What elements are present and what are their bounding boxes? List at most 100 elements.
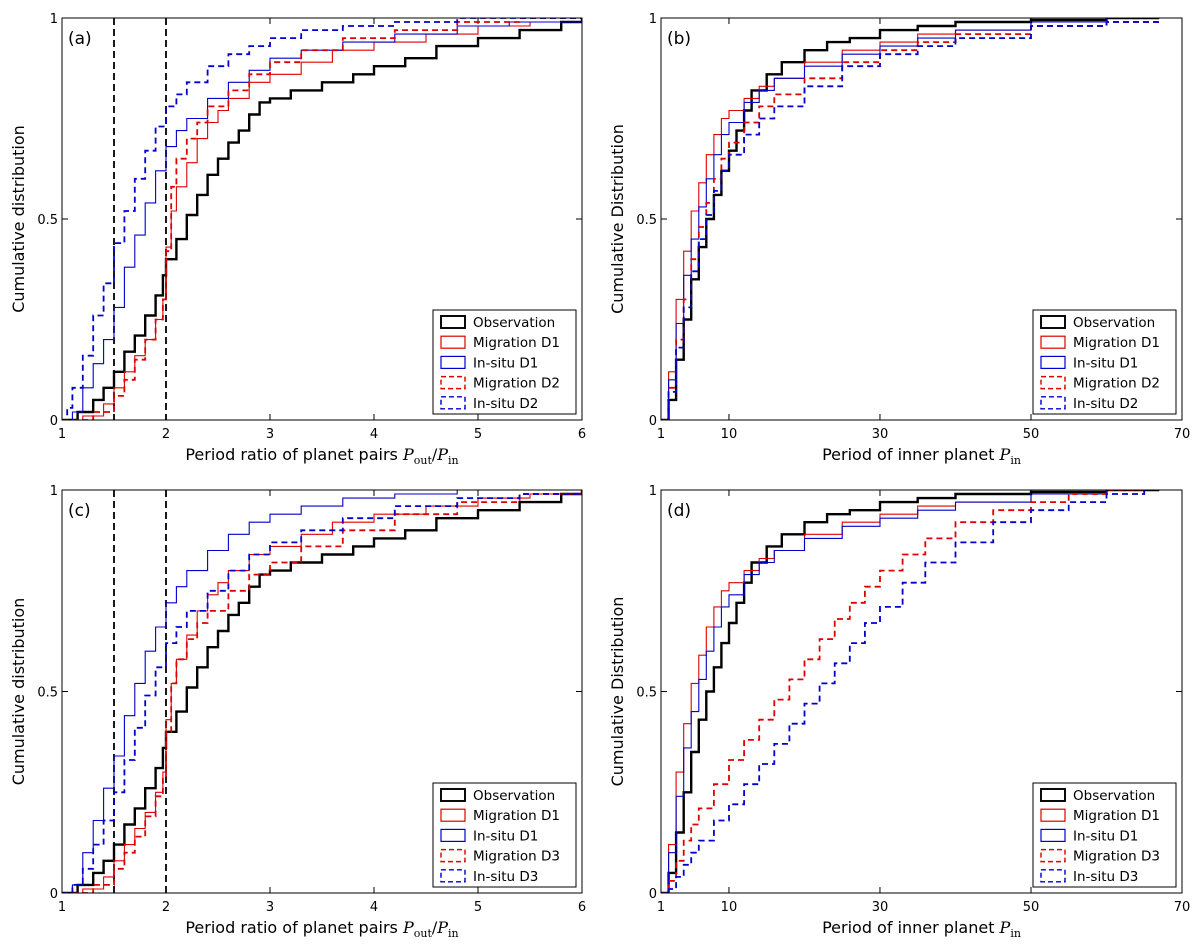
- x-tick-label: 30: [872, 900, 889, 915]
- legend-swatch: [440, 396, 466, 410]
- legend-swatch: [440, 869, 466, 883]
- legend-swatch: [440, 355, 466, 369]
- legend-label: Observation: [473, 315, 555, 331]
- y-tick-label: 1: [50, 12, 58, 27]
- x-tick-label: 1: [58, 427, 66, 442]
- legend-swatch: [1040, 869, 1066, 883]
- panel-label: (d): [667, 501, 691, 521]
- x-tick-label: 3: [266, 427, 274, 442]
- legend-swatch: [1040, 808, 1066, 822]
- legend-swatch: [1040, 335, 1066, 349]
- x-tick-label: 1: [58, 900, 66, 915]
- x-tick-label: 1: [657, 900, 665, 915]
- legend-label: Migration D1: [1073, 808, 1160, 824]
- x-tick-label: 30: [872, 427, 889, 442]
- series-line-4: [62, 18, 582, 420]
- legend-swatch: [1040, 355, 1066, 369]
- x-tick-label: 6: [578, 900, 586, 915]
- plot-frame: [61, 17, 583, 421]
- x-axis-label: Period ratio of planet pairs Pout/Pin: [185, 918, 458, 940]
- legend-label: In-situ D1: [473, 828, 538, 844]
- x-tick-label: 70: [1174, 900, 1191, 915]
- y-tick-label: 0.5: [636, 686, 657, 701]
- series-line-2: [661, 490, 1160, 893]
- legend-swatch: [440, 315, 466, 329]
- legend-swatch: [440, 808, 466, 822]
- panel-label: (a): [68, 29, 92, 49]
- y-axis-label: Cumulative distribution: [9, 125, 28, 313]
- legend-label: In-situ D2: [1073, 396, 1138, 412]
- y-tick-label: 0.5: [636, 213, 657, 228]
- legend-swatch: [440, 848, 466, 863]
- y-axis-label: Cumulative Distribution: [608, 597, 627, 787]
- legend-label: Migration D2: [473, 376, 560, 392]
- legend-label: Migration D2: [1073, 376, 1160, 392]
- series-line-2: [62, 18, 582, 420]
- chart-panel-1: 1 10 30 50 70 0 0.5 1 (b) Period of inner planet …: [608, 12, 1190, 467]
- legend-label: Migration D3: [473, 849, 560, 865]
- plot-frame: [660, 17, 1183, 421]
- y-tick-label: 1: [50, 484, 58, 499]
- legend: Observation Migration D1 In-situ D1 Migrati…: [1032, 782, 1177, 888]
- legend-swatch: [1040, 788, 1066, 802]
- x-tick-label: 4: [370, 900, 378, 915]
- series-line-1: [62, 18, 582, 420]
- y-tick-label: 1: [649, 484, 657, 499]
- legend: Observation Migration D1 In-situ D1 Migrati…: [432, 309, 577, 415]
- plot-frame: [61, 489, 583, 894]
- legend-swatch: [1040, 828, 1066, 843]
- series-line-0: [62, 18, 582, 420]
- legend-swatch: [1040, 315, 1066, 329]
- chart-panel-2: 1 2 3 4 5 6 0 0.5 1 (c) Period ratio of planet pai…: [9, 484, 586, 940]
- x-tick-label: 70: [1174, 427, 1191, 442]
- x-axis-label: Period ratio of planet pairs Pout/Pin: [185, 445, 458, 467]
- x-tick-label: 50: [1023, 427, 1040, 442]
- x-tick-label: 2: [162, 900, 170, 915]
- series-line-3: [661, 490, 1145, 893]
- x-tick-label: 4: [370, 427, 378, 442]
- y-tick-label: 0: [649, 887, 657, 902]
- legend-label: Migration D3: [1073, 849, 1160, 865]
- legend-label: In-situ D2: [473, 396, 538, 412]
- x-tick-label: 10: [721, 900, 738, 915]
- x-tick-label: 6: [578, 427, 586, 442]
- legend-swatch: [440, 828, 466, 843]
- legend-label: In-situ D1: [1073, 828, 1138, 844]
- x-tick-label: 2: [162, 427, 170, 442]
- x-tick-label: 10: [721, 427, 738, 442]
- legend-label: In-situ D1: [1073, 355, 1138, 371]
- legend-swatch: [1040, 848, 1066, 863]
- y-tick-label: 0.5: [37, 213, 58, 228]
- legend-label: Migration D1: [1073, 335, 1160, 351]
- series-line-0: [62, 490, 582, 893]
- x-axis-label: Period of inner planet Pin: [822, 445, 1021, 467]
- panel-label: (c): [68, 501, 91, 521]
- panel-label: (b): [667, 29, 691, 49]
- y-tick-label: 0: [649, 414, 657, 429]
- y-axis-label: Cumulative Distribution: [608, 124, 627, 314]
- series-line-4: [661, 18, 1161, 420]
- legend: Observation Migration D1 In-situ D1 Migrati…: [1032, 309, 1177, 415]
- x-tick-label: 1: [657, 427, 665, 442]
- y-tick-label: 0: [50, 414, 58, 429]
- x-tick-label: 50: [1023, 900, 1040, 915]
- series-line-2: [661, 18, 1160, 420]
- legend-label: In-situ D3: [1073, 869, 1138, 885]
- y-axis-label: Cumulative distribution: [9, 598, 28, 786]
- legend-swatch: [1040, 396, 1066, 410]
- plot-frame: [660, 489, 1183, 894]
- legend-label: Observation: [1073, 788, 1155, 804]
- legend-label: In-situ D3: [473, 869, 538, 885]
- series-line-3: [62, 18, 582, 420]
- series-line-4: [661, 490, 1146, 893]
- series-line-4: [62, 490, 582, 893]
- y-tick-label: 1: [649, 12, 657, 27]
- series-line-0: [661, 490, 1160, 893]
- chart-panel-3: 1 10 30 50 70 0 0.5 1 (d) Period of inner planet …: [608, 484, 1190, 940]
- legend-label: Migration D1: [473, 335, 560, 351]
- legend-swatch: [440, 788, 466, 802]
- legend-swatch: [1040, 375, 1066, 390]
- legend-label: Observation: [1073, 315, 1155, 331]
- legend-label: In-situ D1: [473, 355, 538, 371]
